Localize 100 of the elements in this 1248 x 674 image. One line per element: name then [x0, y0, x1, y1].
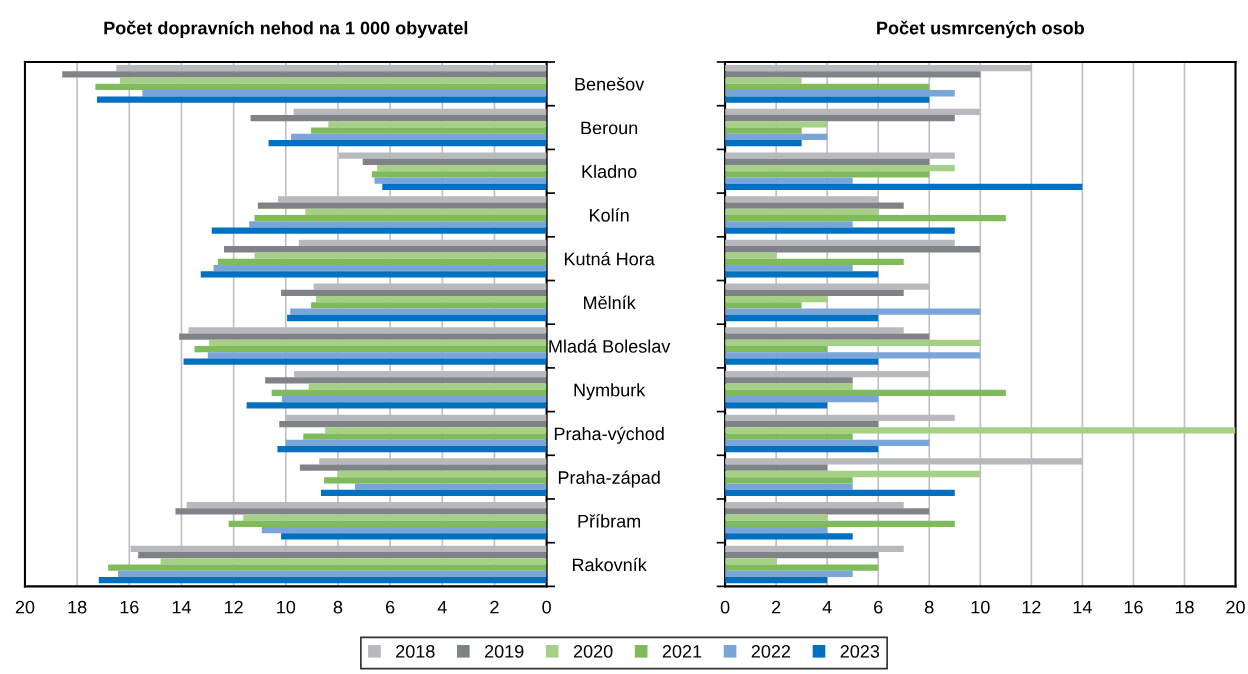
bar — [254, 252, 547, 259]
bar — [725, 96, 930, 103]
x-tick-label: 4 — [822, 600, 832, 614]
x-tick-label: 6 — [874, 600, 883, 614]
bar — [725, 314, 879, 322]
legend-label: 2022 — [751, 645, 791, 658]
x-tick-label: 16 — [120, 600, 139, 614]
bar — [223, 246, 547, 253]
y-tick-label: Praha-západ — [558, 470, 660, 488]
bar — [268, 140, 547, 147]
bar — [118, 570, 547, 578]
bar — [98, 577, 547, 584]
bar — [725, 383, 853, 390]
x-tick-label: 12 — [224, 600, 243, 614]
bar — [725, 514, 828, 521]
bar — [281, 396, 547, 403]
bar — [213, 264, 547, 272]
x-tick-label: 14 — [1073, 600, 1092, 614]
bar — [211, 227, 547, 234]
chart-title: Počet dopravních nehod na 1 000 obyvatel — [104, 20, 468, 38]
y-tick-label: Kladno — [582, 164, 637, 178]
bar — [299, 464, 547, 471]
legend-label: 2020 — [573, 645, 613, 658]
bar — [725, 296, 828, 303]
bar — [725, 389, 1006, 396]
bar — [108, 564, 547, 571]
bar — [725, 214, 1006, 222]
bar — [725, 140, 802, 147]
bar — [725, 264, 853, 272]
bar — [311, 127, 547, 134]
bar — [217, 258, 547, 265]
bar — [725, 77, 802, 84]
x-tick-label: 20 — [15, 600, 35, 614]
bar — [96, 96, 547, 103]
x-tick-label: 8 — [333, 600, 343, 614]
bar — [285, 439, 547, 446]
bar — [311, 302, 547, 309]
y-tick-label: Rakovník — [572, 557, 647, 572]
legend-label: 2018 — [396, 645, 435, 658]
x-tick-label: 10 — [971, 600, 990, 614]
bar — [725, 208, 879, 215]
bar — [305, 208, 547, 215]
bar — [725, 570, 853, 578]
bar — [725, 377, 853, 384]
bar — [249, 221, 547, 228]
bar — [725, 258, 904, 265]
x-tick-label: 8 — [925, 600, 934, 614]
chart-title: Počet usmrcených osob — [877, 20, 1084, 38]
bar — [725, 177, 853, 184]
bar — [290, 308, 547, 315]
bar — [257, 202, 547, 209]
bar — [62, 71, 547, 78]
y-tick-label: Beroun — [581, 121, 638, 135]
bar — [200, 271, 547, 278]
bar — [725, 577, 828, 584]
bar — [725, 221, 853, 228]
bar — [374, 177, 547, 184]
bar — [725, 71, 981, 78]
bar — [725, 183, 1083, 191]
bar — [303, 433, 547, 440]
legend-label: 2023 — [840, 645, 880, 658]
x-tick-label: 16 — [1124, 600, 1143, 614]
bar — [725, 527, 828, 534]
bar — [138, 552, 547, 559]
bar — [725, 483, 853, 490]
bar — [321, 489, 547, 496]
x-tick-label: 0 — [720, 600, 730, 614]
bar — [725, 445, 879, 453]
x-tick-label: 18 — [1175, 600, 1194, 614]
bar — [725, 470, 981, 478]
bar — [281, 289, 547, 297]
bar — [725, 358, 879, 365]
bar — [160, 558, 547, 565]
bar — [725, 346, 828, 353]
bar — [725, 289, 904, 297]
bar — [382, 183, 547, 191]
x-tick-label: 4 — [437, 600, 447, 614]
bar — [725, 352, 981, 359]
x-tick-label: 20 — [1226, 600, 1245, 614]
bar — [362, 158, 547, 165]
bar — [316, 296, 547, 303]
bar — [142, 90, 547, 97]
bar — [254, 214, 547, 222]
bar — [337, 470, 547, 478]
bar — [377, 164, 547, 172]
bar — [725, 477, 853, 484]
bar — [725, 271, 879, 278]
bar — [328, 121, 547, 128]
bar — [725, 333, 930, 340]
bar — [194, 346, 547, 353]
x-tick-label: 12 — [1022, 600, 1041, 614]
x-tick-label: 2 — [490, 600, 499, 614]
bar — [725, 158, 930, 165]
bar — [175, 508, 547, 515]
bar — [725, 202, 904, 209]
bar — [281, 533, 547, 540]
bar — [725, 427, 1236, 434]
bar — [261, 527, 547, 534]
y-tick-label: Příbram — [578, 514, 641, 528]
bar — [725, 115, 955, 122]
